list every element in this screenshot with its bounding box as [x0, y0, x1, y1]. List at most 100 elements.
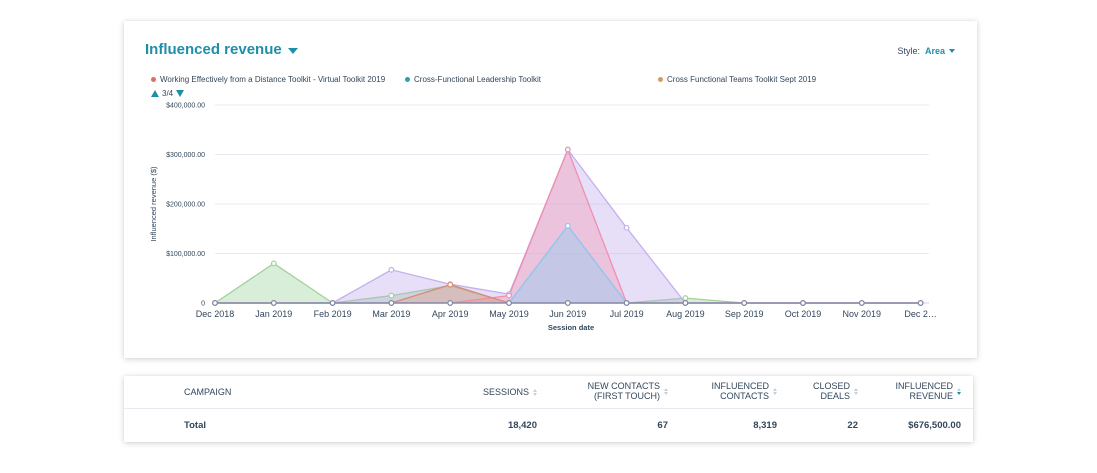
y-tick-label: $100,000.00 — [166, 251, 205, 258]
table-header-row: CAMPAIGN SESSIONS NEW CONTACTS (FIRST TO… — [124, 376, 973, 409]
column-header-sessions[interactable]: SESSIONS — [483, 387, 537, 397]
total-influenced-contacts: 8,319 — [753, 420, 777, 431]
header-line: (FIRST TOUCH) — [593, 391, 660, 401]
y-tick-label: $400,000.00 — [166, 103, 205, 110]
legend-label: Working Effectively from a Distance Tool… — [160, 75, 386, 84]
y-tick-label: $200,000.00 — [166, 202, 205, 209]
y-tick-label: $300,000.00 — [166, 152, 205, 159]
x-tick-label: Sep 2019 — [725, 309, 764, 319]
data-point — [270, 260, 277, 267]
influenced-revenue-card: $400,000.00 $300,000.00 $200,000.00 $100,00… — [124, 21, 977, 358]
column-header-label: CLOSED DEALS — [813, 381, 850, 401]
chevron-down-icon — [287, 47, 298, 54]
column-header-campaign[interactable]: CAMPAIGN — [184, 387, 231, 397]
style-label: Style: — [897, 46, 920, 56]
header-line: CONTACTS — [720, 391, 769, 401]
data-point — [682, 300, 689, 306]
data-point — [506, 292, 512, 299]
data-point — [447, 300, 454, 306]
legend-pager: 3/4 — [151, 89, 185, 98]
legend-item[interactable]: Working Effectively from a Distance Tool… — [151, 75, 385, 84]
total-new-contacts: 67 — [657, 420, 668, 431]
report-title-dropdown[interactable]: Influenced revenue — [145, 41, 298, 58]
table-row: Total 18,420 67 8,319 22 $676,500.00 — [124, 409, 973, 442]
total-influenced-revenue: $676,500.00 — [908, 420, 961, 431]
sort-icon[interactable] — [854, 387, 858, 395]
legend-next-page-icon[interactable] — [176, 90, 185, 97]
column-header-influenced-contacts[interactable]: INFLUENCED CONTACTS — [711, 381, 777, 401]
legend-label: Cross Functional Teams Toolkit Sept 2019 — [667, 75, 817, 84]
x-tick-label: Dec 2018 — [196, 309, 235, 319]
sort-icon[interactable] — [533, 388, 537, 396]
column-header-label: INFLUENCED REVENUE — [895, 381, 953, 401]
data-point — [623, 300, 630, 306]
data-point — [564, 300, 571, 306]
header-line: INFLUENCED — [711, 381, 769, 391]
data-point — [388, 300, 395, 306]
series-area — [215, 263, 921, 303]
legend-prev-page-icon[interactable] — [151, 90, 159, 97]
y-axis-title: Influenced revenue ($) — [149, 166, 158, 242]
data-point — [800, 300, 806, 306]
chart-legend: Working Effectively from a Distance Tool… — [151, 75, 951, 87]
column-header-new-contacts[interactable]: NEW CONTACTS (FIRST TOUCH) — [588, 381, 668, 401]
style-value: Area — [924, 46, 945, 56]
area-chart: $400,000.00 $300,000.00 $200,000.00 $100,00… — [149, 103, 937, 333]
data-point — [447, 281, 454, 288]
header-line: REVENUE — [909, 391, 953, 401]
x-tick-label: May 2019 — [489, 309, 529, 319]
data-point — [506, 300, 512, 306]
x-tick-label: Apr 2019 — [432, 309, 469, 319]
legend-item[interactable]: Cross-Functional Leadership Toolkit — [405, 75, 541, 84]
total-sessions: 18,420 — [507, 420, 537, 431]
legend-dot-icon — [658, 77, 663, 82]
column-header-label: SESSIONS — [482, 387, 529, 397]
legend-page-indicator: 3/4 — [162, 89, 174, 98]
sort-desc-icon[interactable] — [957, 387, 961, 395]
chart-style-dropdown[interactable]: Area — [925, 46, 955, 56]
x-tick-label: Aug 2019 — [666, 309, 705, 319]
report-title: Influenced revenue — [145, 41, 282, 58]
x-tick-label: Jun 2019 — [549, 309, 586, 319]
sort-icon[interactable] — [773, 387, 777, 395]
legend-dot-icon — [405, 77, 410, 82]
series-area — [215, 225, 921, 303]
x-tick-label: Nov 2019 — [843, 309, 882, 319]
x-tick-label: Jan 2019 — [255, 309, 292, 319]
header-line: INFLUENCED — [895, 381, 953, 391]
chevron-down-icon — [949, 49, 955, 53]
legend-dot-icon — [151, 77, 156, 82]
column-header-closed-deals[interactable]: CLOSED DEALS — [813, 381, 858, 401]
data-point — [564, 146, 571, 153]
data-point — [564, 222, 571, 229]
data-point — [917, 300, 924, 306]
data-point — [682, 295, 689, 301]
data-point — [270, 300, 277, 306]
column-header-influenced-revenue[interactable]: INFLUENCED REVENUE — [895, 381, 961, 401]
x-tick-label: Dec 2… — [904, 309, 937, 319]
data-point — [388, 266, 395, 273]
x-tick-label: Oct 2019 — [785, 309, 822, 319]
chart-style-control: Style: Area — [897, 46, 955, 56]
y-tick-label: 0 — [201, 301, 205, 308]
legend-label: Cross-Functional Leadership Toolkit — [414, 75, 542, 84]
data-point — [623, 224, 630, 231]
x-axis-title: Session date — [548, 323, 594, 332]
data-point — [388, 292, 395, 299]
data-point — [858, 300, 865, 306]
data-point — [212, 300, 218, 306]
header-line: CLOSED — [812, 381, 850, 391]
header-line: NEW CONTACTS — [587, 381, 660, 391]
legend-item[interactable]: Cross Functional Teams Toolkit Sept 2019 — [658, 75, 816, 84]
total-label: Total — [184, 420, 206, 431]
x-tick-label: Mar 2019 — [372, 309, 410, 319]
column-header-label: NEW CONTACTS (FIRST TOUCH) — [588, 381, 660, 401]
x-tick-label: Jul 2019 — [610, 309, 644, 319]
total-closed-deals: 22 — [847, 420, 858, 431]
column-header-label: CAMPAIGN — [184, 387, 232, 397]
sort-icon[interactable] — [664, 387, 668, 395]
header-line: DEALS — [820, 391, 850, 401]
data-point — [329, 300, 336, 306]
campaign-table: CAMPAIGN SESSIONS NEW CONTACTS (FIRST TO… — [124, 376, 973, 442]
column-header-label: INFLUENCED CONTACTS — [711, 381, 769, 401]
